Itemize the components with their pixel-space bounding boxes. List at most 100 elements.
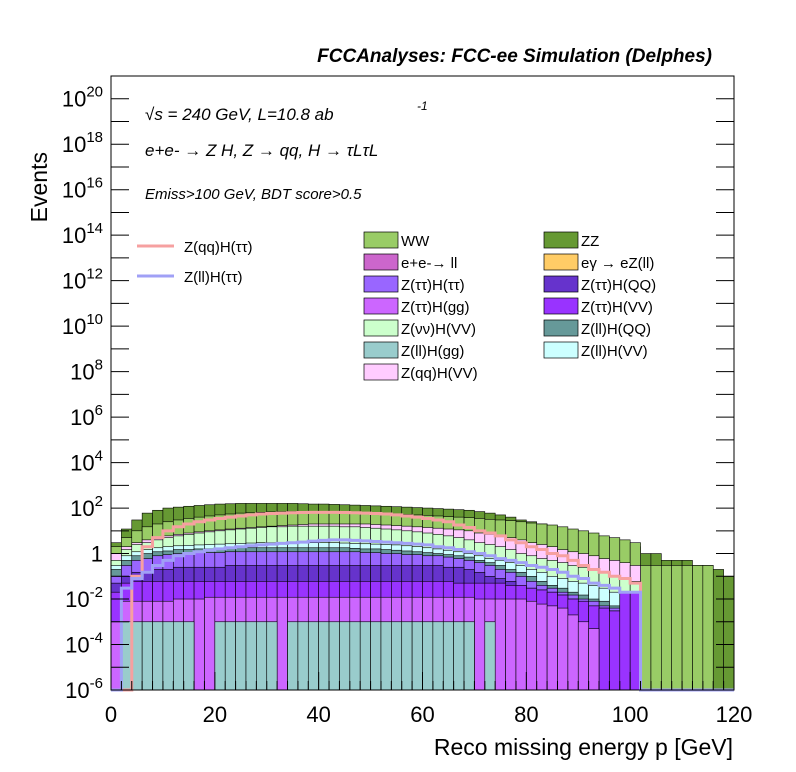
bar-z-ll-h-gg-: [370, 621, 382, 691]
bar-z-h-vv-: [598, 607, 610, 691]
bar-z-h-gg-: [505, 598, 517, 691]
legend-label: WW: [401, 233, 430, 250]
legend-swatch: [543, 253, 579, 271]
bar-z-ll-h-gg-: [235, 621, 247, 691]
bar-z-ll-h-gg-: [422, 621, 434, 691]
legend-lines: Z(qq)H(ττ) Z(ll)H(ττ): [137, 239, 253, 286]
legend-label: ZZ: [581, 233, 599, 250]
process-annotation: e+e- → Z H, Z → qq, H → τLτL: [145, 141, 378, 160]
x-tick-label: 80: [514, 702, 538, 727]
bar-z-ll-h-gg-: [359, 621, 371, 691]
bar-z-h-gg-: [567, 614, 579, 691]
x-axis-label: Reco missing energy p [GeV]: [434, 734, 733, 760]
bar-z-ll-h-gg-: [318, 621, 330, 691]
legend-swatch: [543, 297, 579, 315]
bar-z-ll-h-gg-: [141, 621, 153, 691]
bar-z-h-gg-: [276, 596, 288, 691]
legend-label: Z(ll)H(QQ): [581, 321, 651, 338]
bar-z-h-gg-: [110, 621, 122, 691]
y-tick-label: 10-2: [65, 584, 103, 612]
bar-zz: [712, 569, 724, 691]
legend-label: Z(ll)H(gg): [401, 343, 464, 360]
legend-swatch: [543, 319, 579, 337]
energy-text: √s = 240 GeV, L=10.8 ab: [145, 105, 334, 124]
y-tick-label: 1: [91, 542, 103, 567]
bar-z-h-gg-: [577, 621, 589, 691]
bar-z-ll-h-gg-: [328, 621, 340, 691]
bar-z-ll-h-gg-: [307, 621, 319, 691]
chart-header: FCCAnalyses: FCC-ee Simulation (Delphes): [317, 46, 712, 67]
x-tick-label: 100: [612, 702, 649, 727]
y-tick-label: 104: [70, 448, 103, 476]
bar-z-ll-h-gg-: [463, 621, 475, 691]
y-tick-label: 1018: [62, 129, 103, 157]
x-tick-label: 20: [203, 702, 227, 727]
bar-z-h-gg-: [474, 598, 486, 691]
bar-z-h-gg-: [546, 605, 558, 691]
bar-z-ll-h-gg-: [287, 621, 299, 691]
legend-label: Z(ττ)H(VV): [581, 299, 653, 316]
bar-ww: [661, 565, 672, 691]
legend-swatch: [543, 341, 579, 359]
bar-z-ll-h-gg-: [349, 621, 361, 691]
x-tick-label: 40: [306, 702, 330, 727]
bar-z-h-gg-: [515, 598, 527, 691]
legend-swatch: [363, 341, 399, 359]
bar-z-h-gg-: [526, 600, 538, 691]
bar-ww: [640, 565, 652, 691]
y-tick-label: 1010: [62, 311, 103, 339]
legend-swatch: [543, 231, 579, 249]
legend-label: e+e-→ ll: [401, 255, 457, 272]
bar-ww: [650, 565, 662, 691]
bar-z-ll-h-gg-: [411, 621, 423, 691]
legend-fills: WW ZZ e+e-→ ll eγ → eZ(ll) Z(ττ)H(ττ) Z(ττ)H(…: [363, 231, 656, 382]
line-z-ll-h-: [111, 538, 734, 692]
energy-annotation: √s = 240 GeV, L=10.8 ab -1: [145, 99, 428, 124]
y-tick-label: 108: [70, 357, 103, 385]
legend-swatch: [363, 319, 399, 337]
bar-z-h-gg-: [193, 598, 205, 691]
bar-z-h-gg-: [588, 628, 600, 691]
line-z-qq-h-: [111, 510, 734, 692]
bar-ww: [692, 565, 704, 691]
bar-z-h-gg-: [204, 596, 216, 691]
bar-z-h-gg-: [536, 603, 548, 691]
legend-swatch: [363, 275, 399, 293]
bar-z-ll-h-gg-: [183, 621, 195, 691]
bar-z-ll-h-gg-: [442, 621, 454, 691]
bar-z-ll-h-gg-: [224, 621, 236, 691]
bar-z-ll-h-gg-: [401, 621, 413, 691]
bar-z-ll-h-gg-: [214, 621, 226, 691]
legend-label: Z(ττ)H(QQ): [581, 277, 656, 294]
y-tick-label: 1014: [62, 220, 103, 248]
bar-z-h-vv-: [629, 591, 641, 691]
bar-z-ll-h-gg-: [432, 621, 444, 691]
x-axis-ticks: 0 20 40 60 80 100 120: [105, 672, 752, 727]
bar-z-h-gg-: [494, 598, 506, 691]
legend-swatch: [363, 253, 399, 271]
x-tick-label: 120: [716, 702, 753, 727]
x-tick-label: 0: [105, 702, 117, 727]
bar-ww: [671, 565, 683, 691]
legend-label: Z(ττ)H(gg): [401, 299, 470, 316]
bar-z-h-vv-: [609, 610, 621, 691]
y-axis-ticks: 10-6 10-4 10-2 1 102 104 106 108 1010 1012 1014 101…: [62, 75, 734, 703]
cuts-annotation: Emiss>100 GeV, BDT score>0.5: [145, 186, 362, 203]
bar-z-ll-h-gg-: [391, 621, 403, 691]
bar-z-ll-h-gg-: [297, 621, 309, 691]
bar-z-ll-h-gg-: [173, 621, 184, 691]
legend-swatch: [363, 297, 399, 315]
bar-z-ll-h-gg-: [162, 621, 174, 691]
bar-z-ll-h-gg-: [152, 621, 164, 691]
legend-label: Z(ll)H(VV): [581, 343, 648, 360]
y-tick-label: 10-6: [65, 675, 103, 703]
energy-exp: -1: [417, 99, 428, 113]
legend-swatch: [363, 231, 399, 249]
legend-line-label: Z(qq)H(ττ): [184, 239, 253, 256]
legend-label: Z(νν)H(VV): [401, 321, 476, 338]
bar-z-ll-h-gg-: [380, 621, 392, 691]
y-tick-label: 10-4: [65, 630, 103, 658]
bar-zz: [723, 575, 735, 691]
legend-swatch: [543, 275, 579, 293]
legend-line-label: Z(ll)H(ττ): [184, 269, 243, 286]
